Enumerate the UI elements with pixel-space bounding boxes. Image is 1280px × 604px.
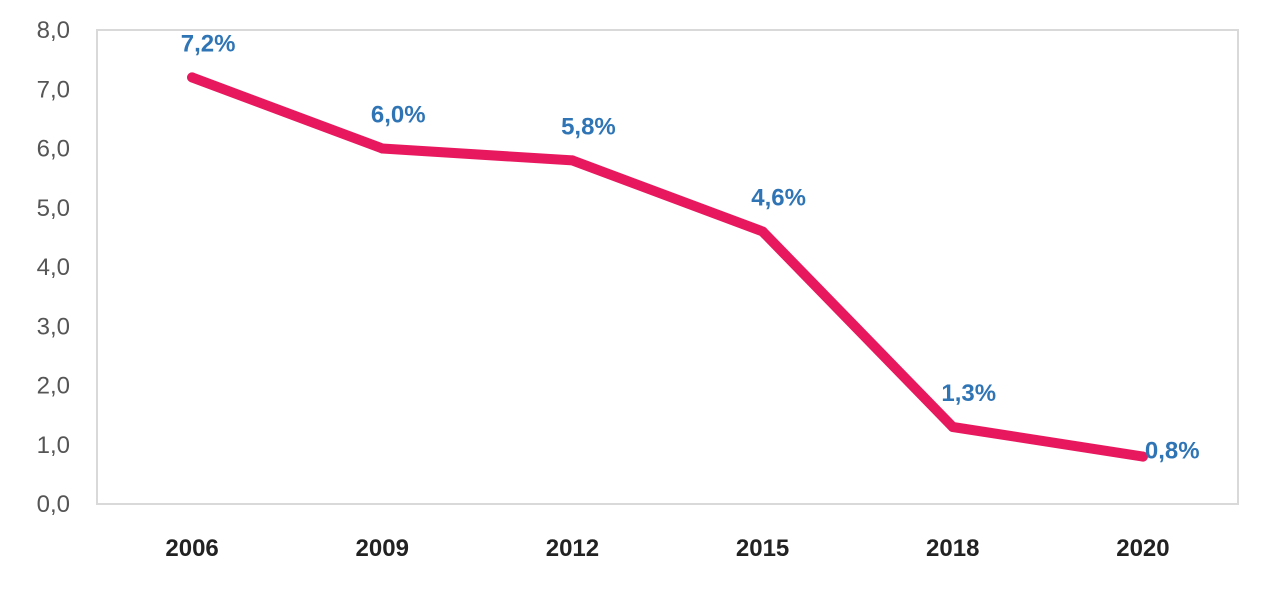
- y-tick-label: 4,0: [37, 254, 70, 281]
- y-tick-label: 6,0: [37, 136, 70, 163]
- data-label: 0,8%: [1145, 438, 1200, 465]
- x-axis: 2006 2009 2012 2015 2018 2020: [165, 535, 1169, 562]
- y-tick-label: 1,0: [37, 432, 70, 459]
- x-tick-label: 2018: [926, 535, 979, 562]
- data-point: [757, 226, 768, 237]
- y-tick-label: 8,0: [37, 17, 70, 44]
- data-point: [377, 143, 388, 154]
- data-label: 4,6%: [751, 184, 806, 211]
- data-label: 5,8%: [561, 113, 616, 140]
- data-label: 7,2%: [181, 30, 236, 57]
- data-point: [947, 421, 958, 432]
- data-point: [567, 155, 578, 166]
- x-tick-label: 2009: [356, 535, 409, 562]
- y-tick-label: 3,0: [37, 313, 70, 340]
- data-point: [187, 72, 198, 83]
- plot-frame: [96, 29, 1239, 505]
- data-labels: 7,2% 6,0% 5,8% 4,6% 1,3% 0,8%: [181, 30, 1200, 464]
- data-label: 6,0%: [371, 102, 426, 129]
- series-line: [187, 72, 1148, 462]
- x-tick-label: 2006: [165, 535, 218, 562]
- y-tick-label: 0,0: [37, 491, 70, 518]
- x-tick-label: 2012: [546, 535, 599, 562]
- data-label: 1,3%: [941, 380, 996, 407]
- series-group: [187, 72, 1148, 462]
- y-tick-label: 5,0: [37, 195, 70, 222]
- y-axis: 0,0 1,0 2,0 3,0 4,0 5,0 6,0 7,0 8,0: [37, 17, 70, 518]
- y-tick-label: 2,0: [37, 373, 70, 400]
- y-tick-label: 7,0: [37, 76, 70, 103]
- data-point: [1137, 451, 1148, 462]
- x-tick-label: 2020: [1116, 535, 1169, 562]
- x-tick-label: 2015: [736, 535, 789, 562]
